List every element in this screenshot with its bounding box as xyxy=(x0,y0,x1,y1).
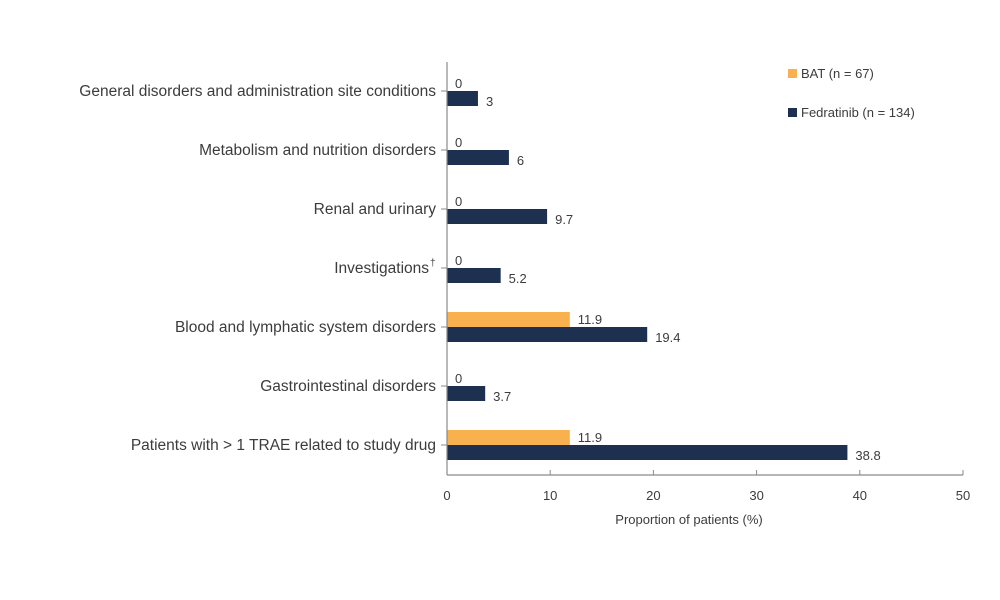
category-label: Metabolism and nutrition disorders xyxy=(199,142,436,159)
bar-fedratinib xyxy=(447,327,648,342)
data-label: 3 xyxy=(486,94,493,109)
bar-fedratinib xyxy=(447,445,848,460)
bar-bat xyxy=(447,430,570,445)
data-label: 0 xyxy=(455,135,462,150)
data-label: 38.8 xyxy=(855,448,880,463)
data-label: 5.2 xyxy=(509,271,527,286)
bar-fedratinib xyxy=(447,91,478,106)
data-label: 0 xyxy=(455,76,462,91)
bars-layer xyxy=(447,91,848,460)
data-label: 0 xyxy=(455,371,462,386)
x-tick-label: 30 xyxy=(749,488,763,503)
x-tick-label: 20 xyxy=(646,488,660,503)
category-label: Patients with > 1 TRAE related to study … xyxy=(131,437,436,454)
category-labels: General disorders and administration sit… xyxy=(79,83,436,454)
data-label: 6 xyxy=(517,153,524,168)
category-label: Gastrointestinal disorders xyxy=(260,378,436,395)
category-label: Investigations xyxy=(334,260,429,277)
x-tick-label: 40 xyxy=(853,488,867,503)
axes: 0 10 20 30 40 50 xyxy=(441,62,970,503)
data-label: 11.9 xyxy=(578,312,602,327)
x-tick-label: 0 xyxy=(443,488,450,503)
data-label: 11.9 xyxy=(578,430,602,445)
legend-label: BAT (n = 67) xyxy=(801,66,874,81)
legend-label: Fedratinib (n = 134) xyxy=(801,105,915,120)
data-label: 9.7 xyxy=(555,212,573,227)
data-labels: 0 3 0 6 0 9.7 0 5.2 11.9 19.4 0 3.7 11.9 38.8 xyxy=(455,76,881,463)
bar-fedratinib xyxy=(447,386,486,401)
data-label: 3.7 xyxy=(493,389,511,404)
x-tick-label: 50 xyxy=(956,488,970,503)
data-label: 0 xyxy=(455,253,462,268)
data-label: 0 xyxy=(455,194,462,209)
legend-swatch-fedratinib xyxy=(788,108,797,117)
legend: BAT (n = 67) Fedratinib (n = 134) xyxy=(788,66,915,120)
bar-fedratinib xyxy=(447,268,501,283)
bar-fedratinib xyxy=(447,209,548,224)
bar-fedratinib xyxy=(447,150,509,165)
data-label: 19.4 xyxy=(655,330,680,345)
x-axis-label: Proportion of patients (%) xyxy=(615,512,762,527)
bar-bat xyxy=(447,312,570,327)
category-superscript: † xyxy=(430,258,436,269)
category-label: General disorders and administration sit… xyxy=(79,83,436,100)
category-label: Blood and lymphatic system disorders xyxy=(175,319,436,336)
x-tick-label: 10 xyxy=(543,488,557,503)
category-label: Renal and urinary xyxy=(314,201,437,218)
legend-swatch-bat xyxy=(788,69,797,78)
